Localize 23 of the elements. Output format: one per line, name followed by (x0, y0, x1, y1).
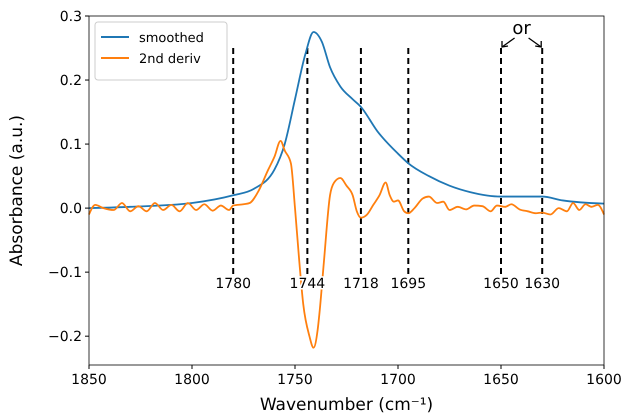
legend-label: smoothed (139, 31, 204, 46)
line-series (88, 140, 605, 349)
y-tick-label: 0.2 (60, 73, 82, 90)
x-tick-label: 1700 (380, 372, 416, 388)
annotation: or (512, 18, 532, 39)
ref-line-label: 1695 (390, 276, 426, 292)
x-tick-label: 1750 (277, 372, 313, 388)
x-tick-label: 1800 (174, 372, 210, 388)
x-tick-label: 1850 (71, 372, 107, 388)
ref-line-label: 1718 (343, 276, 379, 292)
ref-line-label: 1650 (483, 276, 519, 292)
y-tick-label: 0.1 (60, 137, 82, 154)
y-tick-label: −0.1 (48, 265, 82, 282)
x-tick-label: 1600 (586, 372, 622, 388)
y-axis-title: Absorbance (a.u.) (7, 114, 27, 266)
y-tick-label: 0.0 (60, 201, 82, 218)
y-tick-label: −0.2 (48, 329, 82, 346)
ref-line-label: 1780 (215, 276, 252, 292)
x-tick-label: 1650 (483, 372, 519, 388)
legend-label: 2nd deriv (139, 52, 202, 67)
x-axis-title: Wavenumber (cm⁻¹) (260, 395, 434, 415)
ref-line-label: 1630 (524, 276, 560, 292)
y-tick-label: 0.3 (60, 9, 82, 25)
